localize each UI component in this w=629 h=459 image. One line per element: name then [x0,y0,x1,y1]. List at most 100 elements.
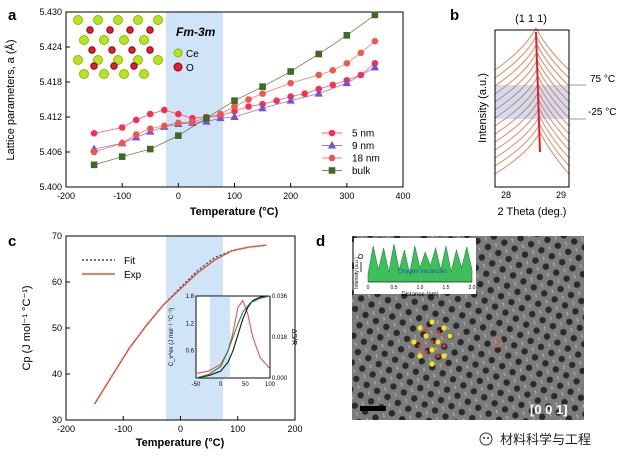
o-atom [146,26,154,34]
chart-a-point [90,161,98,169]
hrtem-inset-xtick: 2.0 [469,285,476,291]
panel-label-d: d [316,233,325,250]
chart-a-xtick-label: 400 [395,191,410,201]
chart-a-point [287,68,294,75]
chart-a-inset-label: Fm-3m [176,25,216,39]
ce-atom-dot [435,339,441,345]
chart-c-inset-frame [195,295,271,379]
hrtem-inset-ylabel: Intensity (a.u.) [354,257,360,289]
legend-exp-label: Exp [124,270,142,281]
ce-atom [99,35,109,45]
chart-a-point [371,38,379,45]
chart-b-annotation-m25: -25 °C [588,107,616,118]
chart-a-point [314,89,323,97]
chart-c-series-exp [94,244,267,405]
hrtem-inset-marker: O [358,254,364,261]
chart-a-xlabel: Temperature (°C) [190,206,279,218]
o-atom-dot [424,328,428,332]
chart-c-xtick-label: 200 [287,424,302,434]
chart-a-point [132,131,140,138]
ce-atom-dot [429,319,435,325]
o-atom-dot [424,350,428,354]
chart-a-point [216,113,225,122]
chart-a-point [315,71,323,79]
chart-a: 5.400 5.406 5.412 5.418 5.424 5.430 -200 -100 0… [4,7,411,218]
ce-atom-dot [441,353,447,359]
chart-a-point [118,124,126,131]
chart-c-ytick-label: 30 [52,415,62,425]
o-legend-label: O [186,63,194,74]
ce-atom-dot [417,325,423,331]
chart-a-xtick-label: -100 [113,191,131,201]
o-atom-dot [418,344,422,348]
chart-c-inset-band [210,296,230,378]
chart-a-ytick-label: 5.424 [39,42,62,52]
chart-a-point [357,49,365,56]
chart-a-point [174,119,182,126]
chart-a-ytick-label: 5.418 [39,77,62,87]
ce-atom-dot [417,353,423,359]
chart-a-point [342,78,351,87]
chart-a-point [203,114,210,122]
chart-a-series-line [93,14,376,166]
chart-a-point [231,97,238,104]
chart-a-point [118,140,126,147]
hrtem-inset-xtick: 1.0 [417,285,424,291]
ce-atom [79,69,89,79]
ce-atom-dot [429,361,435,367]
wechat-icon [479,432,493,446]
chart-a-point [146,145,154,153]
chart-c-xtick-label: -100 [114,424,132,434]
ce-atom [79,35,89,45]
chart-a-legend-label: 9 nm [352,141,374,152]
chart-a-point [259,90,267,97]
o-atom [86,26,94,34]
chart-a-point [160,122,168,129]
chart-a-point [286,96,295,104]
chart-a-point [259,83,266,90]
chart-c-ytick-label: 60 [52,277,62,287]
chart-a-point [175,110,182,118]
chart-b: (1 1 1) 75 °C -25 °C 28 29 2 Theta (deg.… [477,13,616,218]
chart-a-band [166,12,223,187]
chart-b-xlabel: 2 Theta (deg.) [498,206,567,218]
ce-atom [93,15,103,25]
zone-axis-label: [0 0 1] [530,402,568,417]
chart-a-point [343,32,351,39]
chart-c-inset-ylabel-left: C_v^ex (J mol⁻¹ °C⁻¹) [169,308,175,367]
o-atom [106,26,114,34]
chart-a-point [230,112,239,120]
intensity-profile [367,243,473,283]
chart-c-inset-xtick: 100 [265,382,276,388]
chart-c-ytick-label: 70 [52,231,62,241]
chart-a-xtick-label: -200 [57,191,75,201]
chart-a-point [188,118,196,125]
ce-atom [153,15,163,25]
chart-a-xtick-label: 200 [283,191,298,201]
o-atom [108,46,116,54]
chart-a-point [90,148,98,156]
ce-atom-dot [441,325,447,331]
chart-a-point [329,81,337,89]
chart-a-point [287,80,295,87]
chart-c-inset: -50 0 50 100 0.6 1.2 1.8 0.000 0.018 0.036 [186,294,288,388]
chart-a-point [160,106,168,114]
ce-atom-dot [447,333,453,339]
hrtem-inset-xtick: 0 [367,285,370,291]
ce-atom [73,55,83,65]
ce-legend-marker [173,48,183,58]
chart-a-point [175,132,182,139]
chart-a-legend-label: 5 nm [352,129,374,140]
xrd-curve [494,26,570,71]
o-atom [146,46,154,54]
hrtem-inset-xlabel: Distance (nm) [401,292,438,298]
ce-atom [133,55,143,65]
chart-c-inset-series-1 [195,295,271,379]
chart-c-inset-series-0 [195,299,271,374]
panel-label-b: b [450,7,459,24]
chart-c-inset-xtick: 0 [219,382,223,388]
chart-a-point [245,103,252,110]
xrd-curve [494,34,570,79]
o-atom [110,62,118,70]
